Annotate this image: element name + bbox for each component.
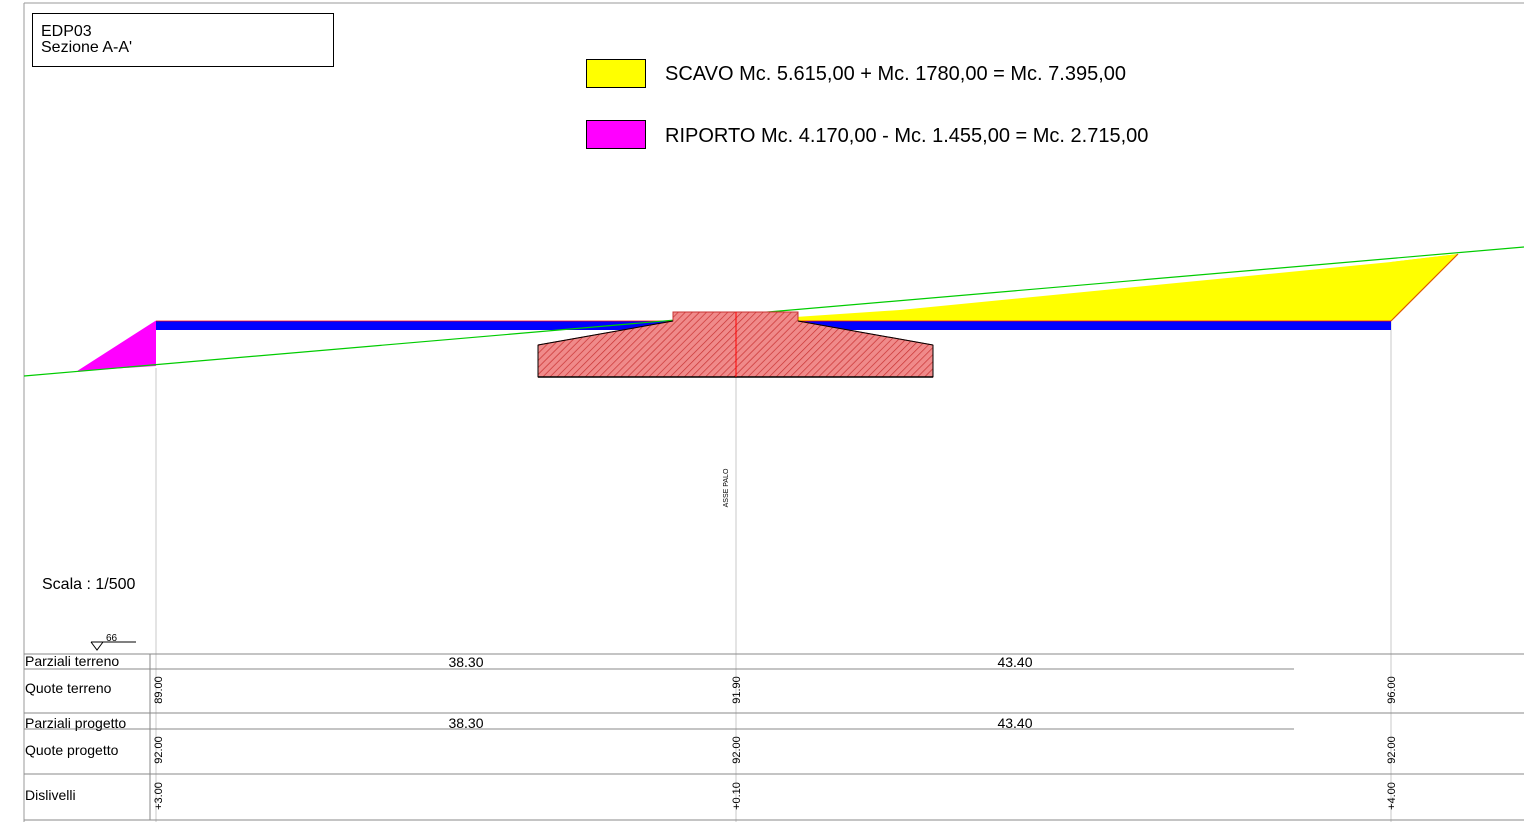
row-label-parziali-terreno: Parziali terreno (25, 653, 119, 669)
datum-marker-label: 66 (106, 633, 118, 644)
quota-terreno-value: 96.00 (1386, 676, 1398, 704)
row-label-quote-progetto: Quote progetto (25, 742, 119, 758)
drawing-code: EDP03 (41, 23, 92, 40)
riporto-slope-line (77, 320, 157, 372)
legend-scavo-label: SCAVO Mc. 5.615,00 + Mc. 1780,00 = Mc. 7… (665, 63, 1126, 85)
row-label-quote-terreno: Quote terreno (25, 680, 112, 696)
scavo-cut-area-upper (736, 254, 1458, 321)
dislivello-value: +3.00 (153, 782, 165, 810)
title-block: EDP03 Sezione A-A' (32, 13, 334, 67)
row-label-parziali-progetto: Parziali progetto (25, 715, 126, 731)
datum-marker-icon (90, 641, 104, 651)
parziale-progetto-value: 38.30 (448, 715, 483, 731)
dislivello-value: +4.00 (1386, 782, 1398, 810)
foundation-right-slope (797, 320, 934, 346)
section-name: Sezione A-A' (41, 39, 133, 56)
quota-progetto-value: 92.00 (153, 736, 165, 764)
scavo-slope-line (1390, 253, 1459, 322)
dislivello-value: +0.10 (731, 782, 743, 810)
legend-riporto-label: RIPORTO Mc. 4.170,00 - Mc. 1.455,00 = Mc… (665, 125, 1149, 147)
parziale-terreno-value: 43.40 (997, 654, 1032, 670)
quota-terreno-value: 89.00 (153, 676, 165, 704)
parziale-progetto-value: 43.40 (997, 715, 1032, 731)
foundation-left-slope (537, 320, 674, 346)
quota-progetto-value: 92.00 (1386, 736, 1398, 764)
legend-scavo-swatch (586, 59, 646, 88)
legend-riporto-swatch (586, 120, 646, 149)
quota-progetto-value: 92.00 (731, 736, 743, 764)
scale-label: Scala : 1/500 (42, 576, 136, 593)
pole-axis-label: ASSE PALO (723, 468, 730, 507)
quota-terreno-value: 91.90 (731, 676, 743, 704)
parziale-terreno-value: 38.30 (448, 654, 483, 670)
row-label-dislivelli: Dislivelli (25, 787, 76, 803)
